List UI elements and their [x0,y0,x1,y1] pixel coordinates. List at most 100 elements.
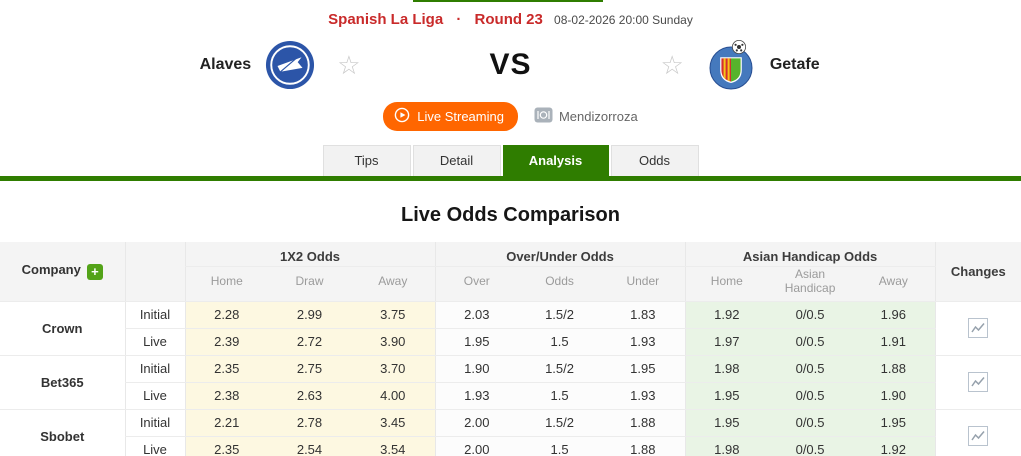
play-icon [394,107,410,126]
odds-cell: 2.75 [268,355,351,383]
odds-cell: 1.91 [852,328,936,356]
odds-cell: 4.00 [351,382,436,410]
odds-cell: 1.95 [684,382,769,410]
match-datetime: 08-02-2026 20:00 Sunday [554,13,693,27]
odds-cell: 3.90 [351,328,436,356]
odds-cell: 2.99 [268,301,351,329]
odds-cell: 2.72 [268,328,351,356]
top-accent-bar [413,0,603,2]
odds-cell: 1.95 [601,355,686,383]
odds-cell: 1.92 [684,301,769,329]
table-row-crown-initial: Crown Initial 2.28 2.99 3.75 2.03 1.5/2 … [0,301,1021,356]
sub-header-ah-line: Asian Handicap [768,266,853,302]
odds-cell: 3.75 [351,301,436,329]
meta-row: Live Streaming Mendizorroza [0,101,1021,131]
stadium-icon [534,107,553,126]
odds-cell: 1.88 [601,409,686,437]
odds-cell: 1.93 [601,382,686,410]
table-row-bet365-live: Live 2.38 2.63 4.00 1.93 1.5 1.93 1.95 0… [0,382,1021,410]
company-name: Sbobet [0,409,125,456]
add-company-button[interactable]: + [86,264,103,281]
row-label-live: Live [124,328,185,356]
odds-cell: 1.90 [852,382,936,410]
tab-detail[interactable]: Detail [412,145,501,176]
table-group-header-row: Company + 1X2 Odds Over/Under Odds Asian … [0,242,1021,302]
odds-cell: 1.98 [684,436,769,456]
changes-button[interactable] [934,301,1021,356]
row-label-initial: Initial [124,301,185,329]
tab-odds[interactable]: Odds [610,145,699,176]
tab-analysis[interactable]: Analysis [502,145,609,176]
odds-cell: 1.97 [684,328,769,356]
vs-label: VS [489,48,532,81]
changes-button[interactable] [934,409,1021,456]
row-type-header [124,242,185,302]
odds-cell: 0/0.5 [768,355,853,383]
odds-cell: 1.5/2 [518,409,602,437]
row-label-live: Live [124,382,185,410]
odds-cell: 0/0.5 [768,301,853,329]
section-title: Live Odds Comparison [401,204,620,226]
odds-cell: 1.96 [852,301,936,329]
table-row-bet365-initial: Bet365 Initial 2.35 2.75 3.70 1.90 1.5/2… [0,355,1021,410]
table-row-sbobet-live: Live 2.35 2.54 3.54 2.00 1.5 1.88 1.98 0… [0,436,1021,456]
odds-cell: 2.63 [268,382,351,410]
group-header-asian-handicap: Asian Handicap Odds [684,242,936,267]
sub-header-odds: Odds [518,266,602,302]
league-separator: · [456,11,462,28]
row-label-initial: Initial [124,409,185,437]
group-header-over-under: Over/Under Odds [434,242,686,267]
odds-cell: 1.88 [601,436,686,456]
live-streaming-button[interactable]: Live Streaming [383,101,518,131]
sub-header-ah-home: Home [684,266,769,302]
home-team: Alaves ☆ [0,40,361,90]
odds-cell: 2.38 [184,382,268,410]
odds-cell: 1.98 [684,355,769,383]
sub-header-under: Under [601,266,686,302]
away-team-name[interactable]: Getafe [769,56,820,73]
odds-cell: 0/0.5 [768,382,853,410]
odds-cell: 2.00 [434,436,519,456]
odds-cell: 1.93 [434,382,519,410]
odds-cell: 1.83 [601,301,686,329]
odds-cell: 2.35 [184,436,268,456]
venue-name: Mendizorroza [558,108,638,124]
tab-tips[interactable]: Tips [322,145,411,176]
trend-chart-icon [968,372,989,392]
league-name[interactable]: Spanish La Liga [328,11,444,28]
odds-cell: 2.39 [184,328,268,356]
odds-cell: 1.5 [518,382,602,410]
group-header-1x2: 1X2 Odds [184,242,436,267]
changes-button[interactable] [934,355,1021,410]
row-label-live: Live [124,436,185,456]
trend-chart-icon [968,426,989,446]
odds-cell: 2.54 [268,436,351,456]
sub-header-draw: Draw [268,266,351,302]
row-label-initial: Initial [124,355,185,383]
table-row-sbobet-initial: Sbobet Initial 2.21 2.78 3.45 2.00 1.5/2… [0,409,1021,456]
odds-cell: 3.54 [351,436,436,456]
odds-cell: 1.5/2 [518,301,602,329]
odds-cell: 1.5 [518,436,602,456]
odds-cell: 2.03 [434,301,519,329]
sub-header-away: Away [351,266,436,302]
home-team-name[interactable]: Alaves [199,56,252,73]
home-team-logo [265,40,315,90]
trend-chart-icon [968,318,989,338]
odds-cell: 1.95 [434,328,519,356]
league-line: Spanish La Liga · Round 23 08-02-2026 20… [0,0,1021,28]
venue: Mendizorroza [534,107,638,126]
favorite-star-away-icon[interactable]: ☆ [660,50,684,80]
odds-cell: 2.28 [184,301,268,329]
favorite-star-home-icon[interactable]: ☆ [337,50,361,80]
odds-cell: 1.5 [518,328,602,356]
away-team-logo [706,39,756,91]
round-label: Round 23 [474,11,543,28]
odds-cell: 0/0.5 [768,409,853,437]
company-name: Crown [0,301,125,356]
teams-row: Alaves ☆ VS ☆ [0,33,1021,97]
odds-cell: 2.78 [268,409,351,437]
odds-cell: 3.70 [351,355,436,383]
odds-cell: 1.88 [852,355,936,383]
